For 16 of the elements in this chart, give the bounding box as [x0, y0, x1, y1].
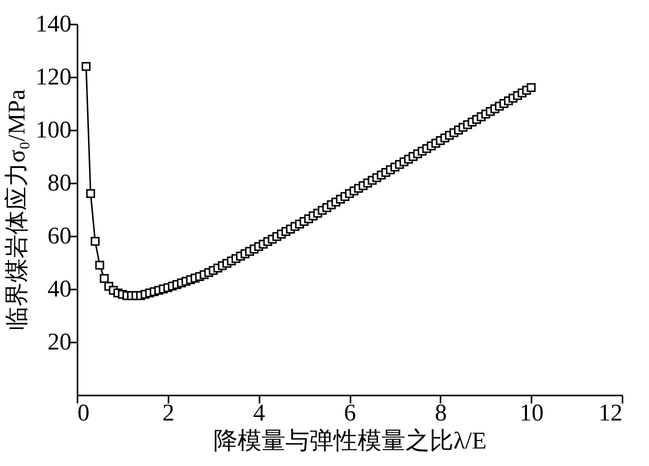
x-tick-label: 0 [78, 400, 90, 426]
x-axis-title: 降模量与弹性模量之比λ/E [214, 428, 486, 454]
y-tick-label: 20 [48, 330, 72, 356]
y-axis-title: 临界煤岩体应力σ₀/MPa [4, 88, 30, 331]
y-tick-label: 100 [36, 118, 72, 144]
y-tick-label: 80 [48, 170, 72, 196]
y-tick-label: 40 [48, 276, 72, 302]
x-tick-label: 12 [598, 400, 622, 426]
x-tick-label: 2 [162, 400, 174, 426]
x-tick-label: 10 [520, 400, 544, 426]
x-tick-label: 4 [253, 400, 266, 426]
y-tick-label: 120 [36, 64, 72, 90]
y-tick-label: 140 [36, 12, 72, 38]
x-tick-label: 8 [434, 400, 447, 426]
y-tick-label: 60 [48, 224, 72, 250]
x-tick-label: 6 [344, 400, 356, 426]
